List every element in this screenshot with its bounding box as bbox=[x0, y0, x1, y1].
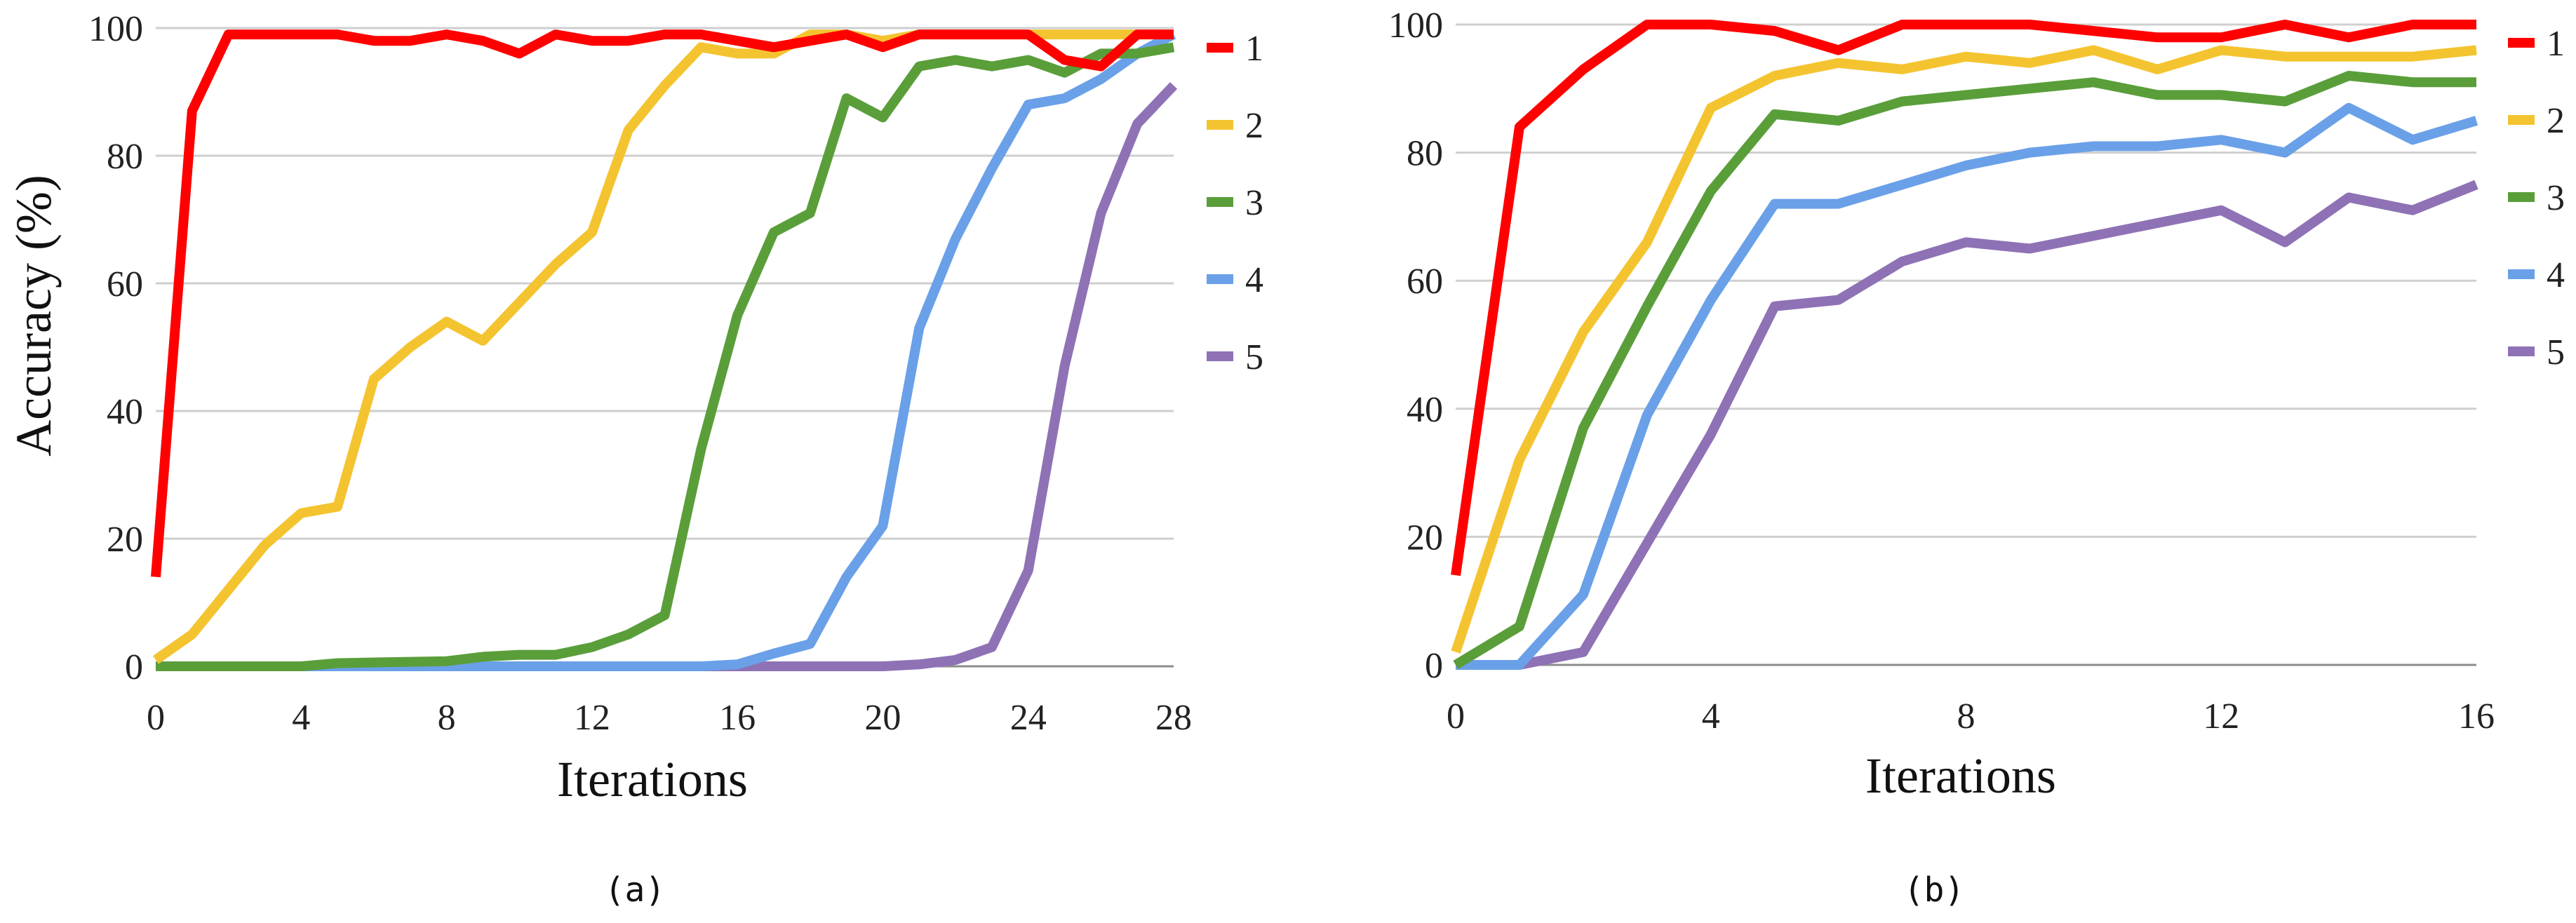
series-line-a-2 bbox=[152, 29, 1174, 664]
series-line-a-1 bbox=[151, 29, 1174, 578]
y-tick-b-1: 20 bbox=[1407, 518, 1443, 558]
y-tick-a-2: 40 bbox=[107, 392, 143, 432]
legend-label-a-4: 4 bbox=[1245, 260, 1263, 300]
y-tick-b-5: 100 bbox=[1388, 6, 1443, 46]
caption-b: (b) bbox=[1904, 870, 1965, 910]
y-tick-a-0: 0 bbox=[125, 647, 143, 687]
series-line-a-5 bbox=[156, 82, 1178, 671]
series-line-a-3 bbox=[156, 42, 1175, 671]
legend-label-b-4: 4 bbox=[2547, 255, 2565, 295]
y-tick-b-0: 0 bbox=[1425, 646, 1443, 686]
x-axis-title-a: Iterations bbox=[557, 751, 748, 807]
y-tick-a-1: 20 bbox=[107, 520, 143, 560]
series-line-b-3 bbox=[1453, 71, 2476, 669]
series-line-b-2 bbox=[1451, 45, 2477, 654]
x-tick-b-3: 12 bbox=[2203, 696, 2239, 736]
chart-a: Accuracy (%) Iterations (a) 020406080100… bbox=[6, 9, 1263, 910]
legend-label-a-2: 2 bbox=[1245, 106, 1263, 146]
x-tick-a-7: 28 bbox=[1155, 698, 1192, 738]
y-axis-title-a: Accuracy (%) bbox=[6, 175, 62, 457]
y-tick-a-5: 100 bbox=[88, 9, 143, 49]
y-tick-b-2: 40 bbox=[1407, 390, 1443, 430]
x-tick-a-6: 24 bbox=[1010, 698, 1047, 738]
x-tick-a-0: 0 bbox=[147, 698, 165, 738]
x-tick-a-2: 8 bbox=[438, 698, 456, 738]
legend-label-b-2: 2 bbox=[2547, 101, 2565, 141]
series-line-a-4 bbox=[156, 29, 1176, 671]
x-axis-title-b: Iterations bbox=[1865, 748, 2056, 804]
x-tick-b-0: 0 bbox=[1447, 696, 1465, 736]
x-tick-a-5: 20 bbox=[864, 698, 901, 738]
x-tick-a-1: 4 bbox=[292, 698, 310, 738]
series-line-b-4 bbox=[1456, 102, 2478, 670]
x-tick-a-3: 12 bbox=[574, 698, 610, 738]
legend-label-b-3: 3 bbox=[2547, 178, 2565, 218]
y-tick-b-3: 60 bbox=[1407, 262, 1443, 302]
series-line-b-5 bbox=[1456, 180, 2478, 670]
x-tick-b-4: 16 bbox=[2458, 696, 2495, 736]
x-tick-b-1: 4 bbox=[1702, 696, 1720, 736]
y-tick-b-4: 80 bbox=[1407, 134, 1443, 174]
y-tick-a-4: 80 bbox=[107, 137, 143, 177]
legend-label-b-5: 5 bbox=[2547, 332, 2565, 372]
series-line-b-1 bbox=[1451, 20, 2476, 577]
caption-a: (a) bbox=[605, 870, 666, 910]
legend-label-a-1: 1 bbox=[1245, 29, 1263, 69]
legend-label-a-5: 5 bbox=[1245, 337, 1263, 377]
legend-label-b-1: 1 bbox=[2547, 24, 2565, 64]
y-tick-a-3: 60 bbox=[107, 264, 143, 304]
x-tick-a-4: 16 bbox=[719, 698, 756, 738]
legend-label-a-3: 3 bbox=[1245, 183, 1263, 223]
x-tick-b-2: 8 bbox=[1957, 696, 1975, 736]
